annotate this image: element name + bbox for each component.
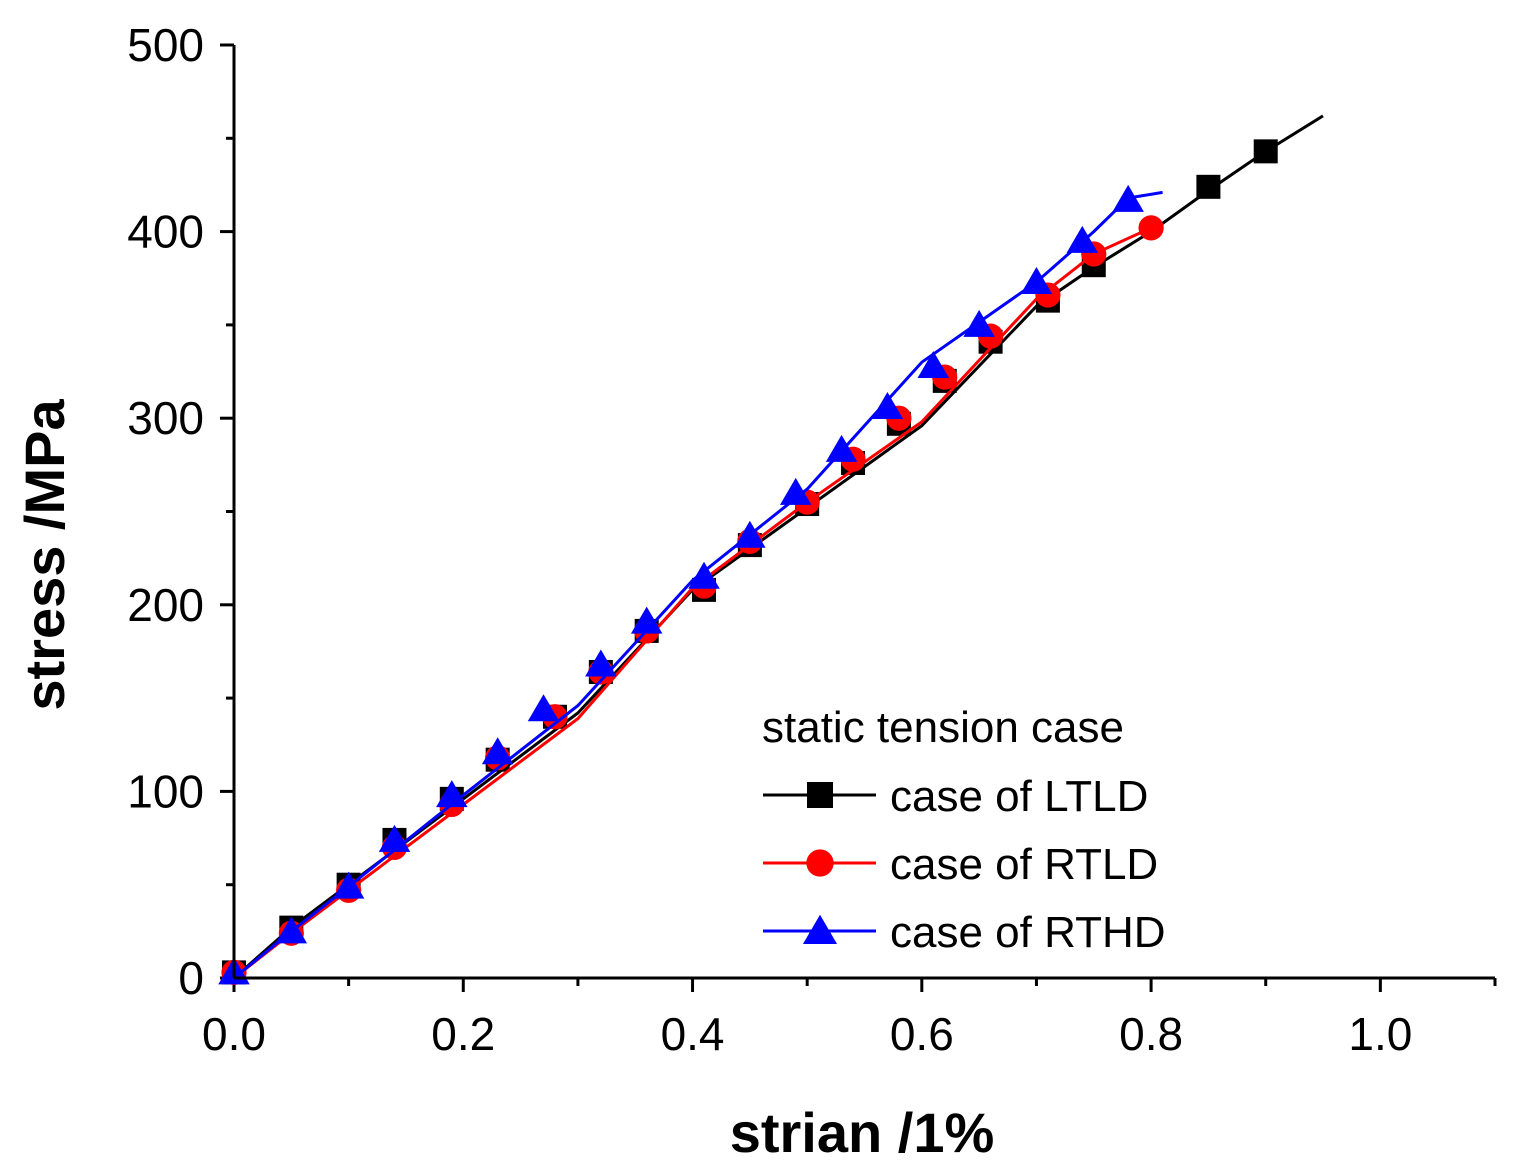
triangle-marker — [825, 434, 858, 462]
triangle-marker — [585, 649, 617, 677]
legend-item: case of LTLD — [763, 772, 1148, 821]
legend-label: case of RTLD — [890, 840, 1158, 889]
triangle-marker — [1112, 184, 1144, 212]
y-tick-label: 200 — [127, 579, 204, 631]
triangle-marker — [779, 477, 812, 505]
series-layer — [218, 114, 1324, 986]
legend-item: case of RTHD — [763, 908, 1166, 957]
triangle-marker — [734, 520, 766, 548]
triangle-marker — [1020, 266, 1053, 294]
square-marker — [1253, 139, 1278, 164]
y-tick-label: 400 — [127, 206, 204, 258]
triangle-marker — [1066, 225, 1099, 253]
legend: static tension case case of LTLD case of … — [762, 703, 1166, 957]
legend-title: static tension case — [762, 703, 1124, 752]
y-tick-label: 300 — [127, 392, 204, 444]
x-tick-label: 1.0 — [1348, 1008, 1412, 1060]
x-tick-label: 0.6 — [890, 1008, 954, 1060]
x-tick-label: 0.2 — [431, 1008, 495, 1060]
triangle-marker — [688, 561, 720, 589]
triangle-marker — [802, 914, 838, 944]
legend-item: case of RTLD — [763, 840, 1158, 889]
x-axis-title: strian /1% — [730, 1101, 995, 1164]
y-tick-label: 100 — [127, 765, 204, 817]
y-axis-title: stress /MPa — [13, 399, 76, 711]
triangle-marker — [332, 871, 365, 899]
square-marker — [1196, 174, 1221, 199]
tick-layer: 0.0 0.2 0.4 0.6 0.8 1.0 0 100 200 300 400 500 — [127, 19, 1497, 1060]
triangle-marker — [917, 350, 950, 378]
x-tick-label: 0.8 — [1119, 1008, 1183, 1060]
square-marker — [807, 782, 833, 808]
y-tick-label: 500 — [127, 19, 204, 71]
circle-marker — [1138, 215, 1164, 241]
triangle-marker — [630, 606, 663, 634]
circle-marker — [806, 849, 834, 877]
triangle-marker — [481, 737, 514, 765]
triangle-marker — [436, 780, 468, 808]
y-tick-label: 0 — [178, 952, 204, 1004]
x-tick-label: 0.0 — [202, 1008, 266, 1060]
x-tick-label: 0.4 — [661, 1008, 725, 1060]
triangle-marker — [378, 824, 411, 852]
triangle-marker — [275, 916, 308, 944]
triangle-marker — [871, 392, 904, 420]
triangle-marker — [963, 309, 995, 337]
triangle-marker — [527, 694, 560, 722]
legend-label: case of LTLD — [890, 772, 1148, 821]
legend-label: case of RTHD — [890, 908, 1166, 957]
